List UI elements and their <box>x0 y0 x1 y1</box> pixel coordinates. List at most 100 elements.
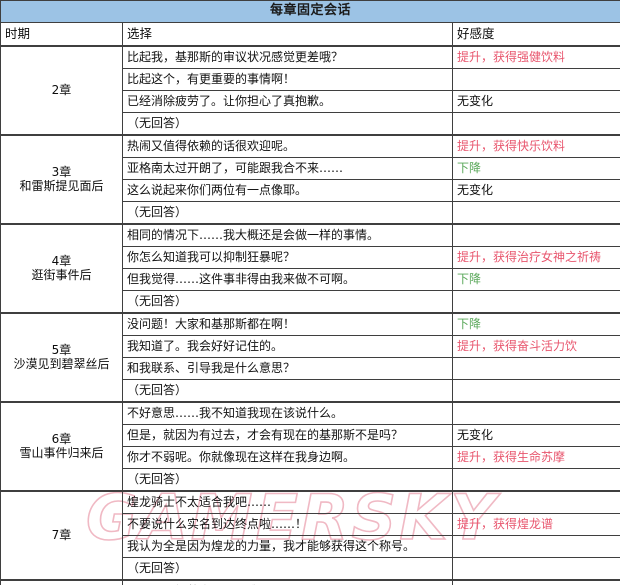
affinity-cell: 下降 <box>451 268 620 291</box>
table-title-row: 每章固定会话 <box>0 0 620 23</box>
table-row: （无回答） <box>1 557 620 581</box>
period-chapter: 6章 <box>51 431 72 446</box>
period-cell: 2章 <box>0 45 123 136</box>
table-row: 和我联系、引导我是什么意思？ <box>1 357 620 380</box>
table-row: 8章只要可以拯救世界……我…… <box>0 579 620 585</box>
table-row: （无回答） <box>1 201 620 225</box>
period-chapter: 5章 <box>51 342 72 357</box>
choice-cell: 但我觉得……这件事非得由我来做不可啊。 <box>122 268 453 291</box>
column-header-affinity: 好感度 <box>451 22 620 47</box>
affinity-cell <box>451 535 620 558</box>
choice-cell: 热闹又值得依赖的话很欢迎呢。 <box>122 134 453 158</box>
choice-cell: 但是，就因为有过去，才会有现在的基那斯不是吗？ <box>122 424 453 447</box>
affinity-cell <box>451 68 620 91</box>
choice-cell: 这么说起来你们两位有一点像耶。 <box>122 179 453 202</box>
choice-cell: 已经消除疲劳了。让你担心了真抱歉。 <box>122 90 453 113</box>
table-head: 每章固定会话 时期 选择 好感度 <box>0 0 620 47</box>
period-chapter: 2章 <box>51 82 72 97</box>
period-subtitle: 沙漠见到碧翠丝后 <box>13 356 110 371</box>
affinity-cell: 提升，获得强健饮料 <box>451 45 620 69</box>
affinity-cell <box>451 468 620 492</box>
table-row: 3章 和雷斯提见面后 热闹又值得依赖的话很欢迎呢。 提升，获得快乐饮料 <box>0 134 620 225</box>
column-header-choice: 选择 <box>122 22 453 47</box>
choice-cell: 比起我，基那斯的审议状况感觉更差哦？ <box>122 45 453 69</box>
choice-cell: （无回答） <box>122 379 453 403</box>
affinity-cell: 下降 <box>451 157 620 180</box>
choice-cell: 没问题！大家和基那斯都在啊！ <box>122 312 453 336</box>
choice-cell: 相同的情况下……我大概还是会做一样的事情。 <box>122 223 453 247</box>
period-cell: 4章 逛街事件后 <box>0 223 123 314</box>
affinity-cell: 无变化 <box>451 179 620 202</box>
choice-cell: （无回答） <box>122 201 453 225</box>
table-row: 已经消除疲劳了。让你担心了真抱歉。 无变化 <box>1 90 620 113</box>
choice-cell: 不要说什么实名到达终点啦……！ <box>122 513 453 536</box>
column-header-period: 时期 <box>0 22 123 47</box>
affinity-cell: 提升，获得生命苏摩 <box>451 446 620 469</box>
affinity-cell: 提升，获得煌龙谱 <box>451 513 620 536</box>
period-cell: 3章 和雷斯提见面后 <box>0 134 123 225</box>
affinity-cell <box>451 379 620 403</box>
page-title: 每章固定会话 <box>0 0 620 23</box>
choice-cell: 你才不弱呢。你就像现在这样在我身边啊。 <box>122 446 453 469</box>
choice-cell: 不好意思……我不知道我现在该说什么。 <box>122 401 453 425</box>
period-subtitle: 雪山事件归来后 <box>19 445 104 460</box>
table-row: 5章 沙漠见到碧翠丝后 没问题！大家和基那斯都在啊！ 下降 <box>0 312 620 403</box>
choice-cell: 只要可以拯救世界……我…… <box>122 579 453 585</box>
table-row: （无回答） <box>1 112 620 136</box>
affinity-cell: 无变化 <box>451 424 620 447</box>
table-row: 但是，就因为有过去，才会有现在的基那斯不是吗？ 无变化 <box>1 424 620 447</box>
choice-cell: 我知道了。我会好好记住的。 <box>122 335 453 358</box>
affinity-cell <box>451 401 620 425</box>
table-row: 亚格南太过开朗了，可能跟我合不来…… 下降 <box>1 157 620 180</box>
affinity-cell: 下降 <box>451 312 620 336</box>
table-row: 2章 比起我，基那斯的审议状况感觉更差哦？ 提升，获得强健饮料 <box>0 45 620 136</box>
affinity-cell <box>451 290 620 314</box>
affinity-cell <box>451 357 620 380</box>
table-row: 这么说起来你们两位有一点像耶。 无变化 <box>1 179 620 202</box>
table-row: 7章 煌龙骑士不太适合我吧…… <box>0 490 620 581</box>
period-subtitle: 和雷斯提见面后 <box>19 178 104 193</box>
affinity-cell <box>451 579 620 585</box>
column-header-row: 时期 选择 好感度 <box>0 22 620 47</box>
table-row: （无回答） <box>1 290 620 314</box>
table-row: 你才不弱呢。你就像现在这样在我身边啊。 提升，获得生命苏摩 <box>1 446 620 469</box>
choice-cell: 你怎么知道我可以抑制狂暴呢？ <box>122 246 453 269</box>
choice-cell: 比起这个，有更重要的事情啊！ <box>122 68 453 91</box>
period-chapter: 4章 <box>51 253 72 268</box>
affinity-cell: 提升，获得快乐饮料 <box>451 134 620 158</box>
choice-cell: 我认为全是因为煌龙的力量，我才能够获得这个称号。 <box>122 535 453 558</box>
affinity-cell <box>451 201 620 225</box>
table-row: 比起这个，有更重要的事情啊！ <box>1 68 620 91</box>
table-row: 但我觉得……这件事非得由我来做不可啊。 下降 <box>1 268 620 291</box>
choice-cell: 煌龙骑士不太适合我吧…… <box>122 490 453 514</box>
affinity-cell <box>451 557 620 581</box>
table-row: 你怎么知道我可以抑制狂暴呢？ 提升，获得治疗女神之祈祷 <box>1 246 620 269</box>
choice-cell: （无回答） <box>122 290 453 314</box>
period-cell: 5章 沙漠见到碧翠丝后 <box>0 312 123 403</box>
choice-cell: 和我联系、引导我是什么意思？ <box>122 357 453 380</box>
affinity-cell <box>451 223 620 247</box>
table-row: 4章 逛街事件后 相同的情况下……我大概还是会做一样的事情。 <box>0 223 620 314</box>
period-chapter: 7章 <box>51 527 72 542</box>
choice-cell: （无回答） <box>122 112 453 136</box>
choice-cell: （无回答） <box>122 468 453 492</box>
choice-cell: 亚格南太过开朗了，可能跟我合不来…… <box>122 157 453 180</box>
table-row: 6章 雪山事件归来后 不好意思……我不知道我现在该说什么。 <box>0 401 620 492</box>
affinity-cell <box>451 112 620 136</box>
table-body: 2章 比起我，基那斯的审议状况感觉更差哦？ 提升，获得强健饮料 比起这个，有更重要的事… <box>0 45 620 585</box>
affinity-cell: 提升，获得奋斗活力饮 <box>451 335 620 358</box>
period-cell: 7章 <box>0 490 123 581</box>
period-chapter: 3章 <box>51 164 72 179</box>
affinity-cell <box>451 490 620 514</box>
table-row: 我知道了。我会好好记住的。 提升，获得奋斗活力饮 <box>1 335 620 358</box>
affinity-cell: 提升，获得治疗女神之祈祷 <box>451 246 620 269</box>
choice-cell: （无回答） <box>122 557 453 581</box>
table-row: 我认为全是因为煌龙的力量，我才能够获得这个称号。 <box>1 535 620 558</box>
affinity-cell: 无变化 <box>451 90 620 113</box>
table-row: 不要说什么实名到达终点啦……！ 提升，获得煌龙谱 <box>1 513 620 536</box>
period-subtitle: 逛街事件后 <box>31 267 92 282</box>
period-cell: 6章 雪山事件归来后 <box>0 401 123 492</box>
period-cell: 8章 <box>0 579 123 585</box>
